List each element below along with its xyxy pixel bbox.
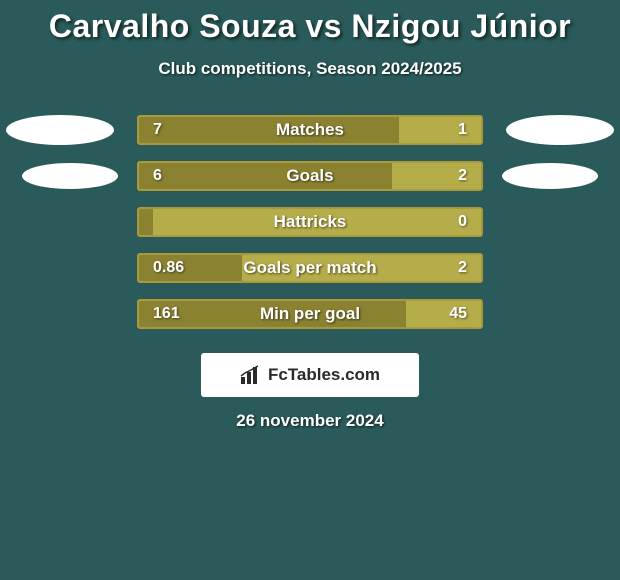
stat-value-right: 0 (458, 213, 467, 231)
stat-value-left: 6 (153, 167, 162, 185)
player-left-marker (6, 115, 114, 145)
stat-row: 16145Min per goal (0, 291, 620, 337)
stat-bar-left: 161 (139, 301, 406, 327)
stat-bar-left: 7 (139, 117, 399, 143)
brand-text: FcTables.com (268, 365, 380, 385)
stat-bar: 161 45 (137, 299, 483, 329)
player-right-marker (506, 115, 614, 145)
stat-row: 0.862Goals per match (0, 245, 620, 291)
stat-bar: 0.86 2 (137, 253, 483, 283)
stat-bar-left: 0 (139, 209, 153, 235)
stat-bar: 62 (137, 161, 483, 191)
stat-bar-right: 1 (399, 117, 481, 143)
stat-bar-right: 2 (242, 255, 481, 281)
stat-row: 62Goals (0, 153, 620, 199)
stat-bar-right: 0 (153, 209, 481, 235)
stat-bar-right: 45 (406, 301, 481, 327)
date-line: 26 november 2024 (0, 411, 620, 431)
stat-bar-right: 2 (392, 163, 481, 189)
stat-value-right: 45 (449, 305, 467, 323)
page-title: Carvalho Souza vs Nzigou Júnior (0, 8, 620, 45)
stat-value-right: 1 (458, 121, 467, 139)
stat-bar-left: 6 (139, 163, 392, 189)
bars-icon (240, 365, 262, 385)
stats-area: 71Matches62Goals00Hattricks0.862Goals pe… (0, 107, 620, 337)
stat-value-left: 7 (153, 121, 162, 139)
stat-bar-left: 0.86 (139, 255, 242, 281)
stat-bar: 71 (137, 115, 483, 145)
stat-value-right: 2 (458, 259, 467, 277)
comparison-card: Carvalho Souza vs Nzigou Júnior Club com… (0, 0, 620, 431)
subtitle: Club competitions, Season 2024/2025 (0, 59, 620, 79)
stat-value-right: 2 (458, 167, 467, 185)
stat-row: 00Hattricks (0, 199, 620, 245)
stat-row: 71Matches (0, 107, 620, 153)
player-left-marker (22, 163, 118, 189)
brand-badge[interactable]: FcTables.com (201, 353, 419, 397)
stat-value-left: 0.86 (153, 259, 184, 277)
stat-value-left: 161 (153, 305, 180, 323)
player-right-marker (502, 163, 598, 189)
stat-bar: 00 (137, 207, 483, 237)
